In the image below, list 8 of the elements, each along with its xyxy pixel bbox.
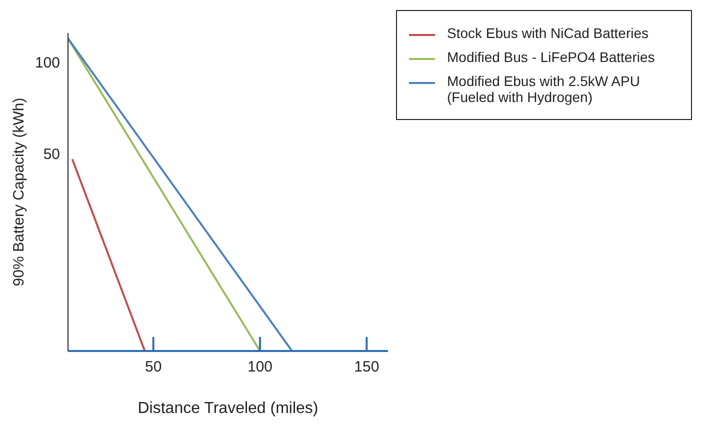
legend-label: Modified Ebus with 2.5kW APU (Fueled with Hydrogen) (447, 73, 641, 105)
x-axis-title: Distance Traveled (miles) (138, 400, 318, 417)
x-tick-label: 100 (247, 358, 273, 376)
legend-label: Modified Bus - LiFePO4 Batteries (447, 49, 655, 65)
y-axis-title: 90% Battery Capacity (kWh) (10, 98, 28, 286)
x-tick-label: 50 (144, 358, 162, 376)
legend-label: Stock Ebus with NiCad Batteries (447, 25, 649, 41)
x-tick-label: 150 (354, 358, 380, 376)
